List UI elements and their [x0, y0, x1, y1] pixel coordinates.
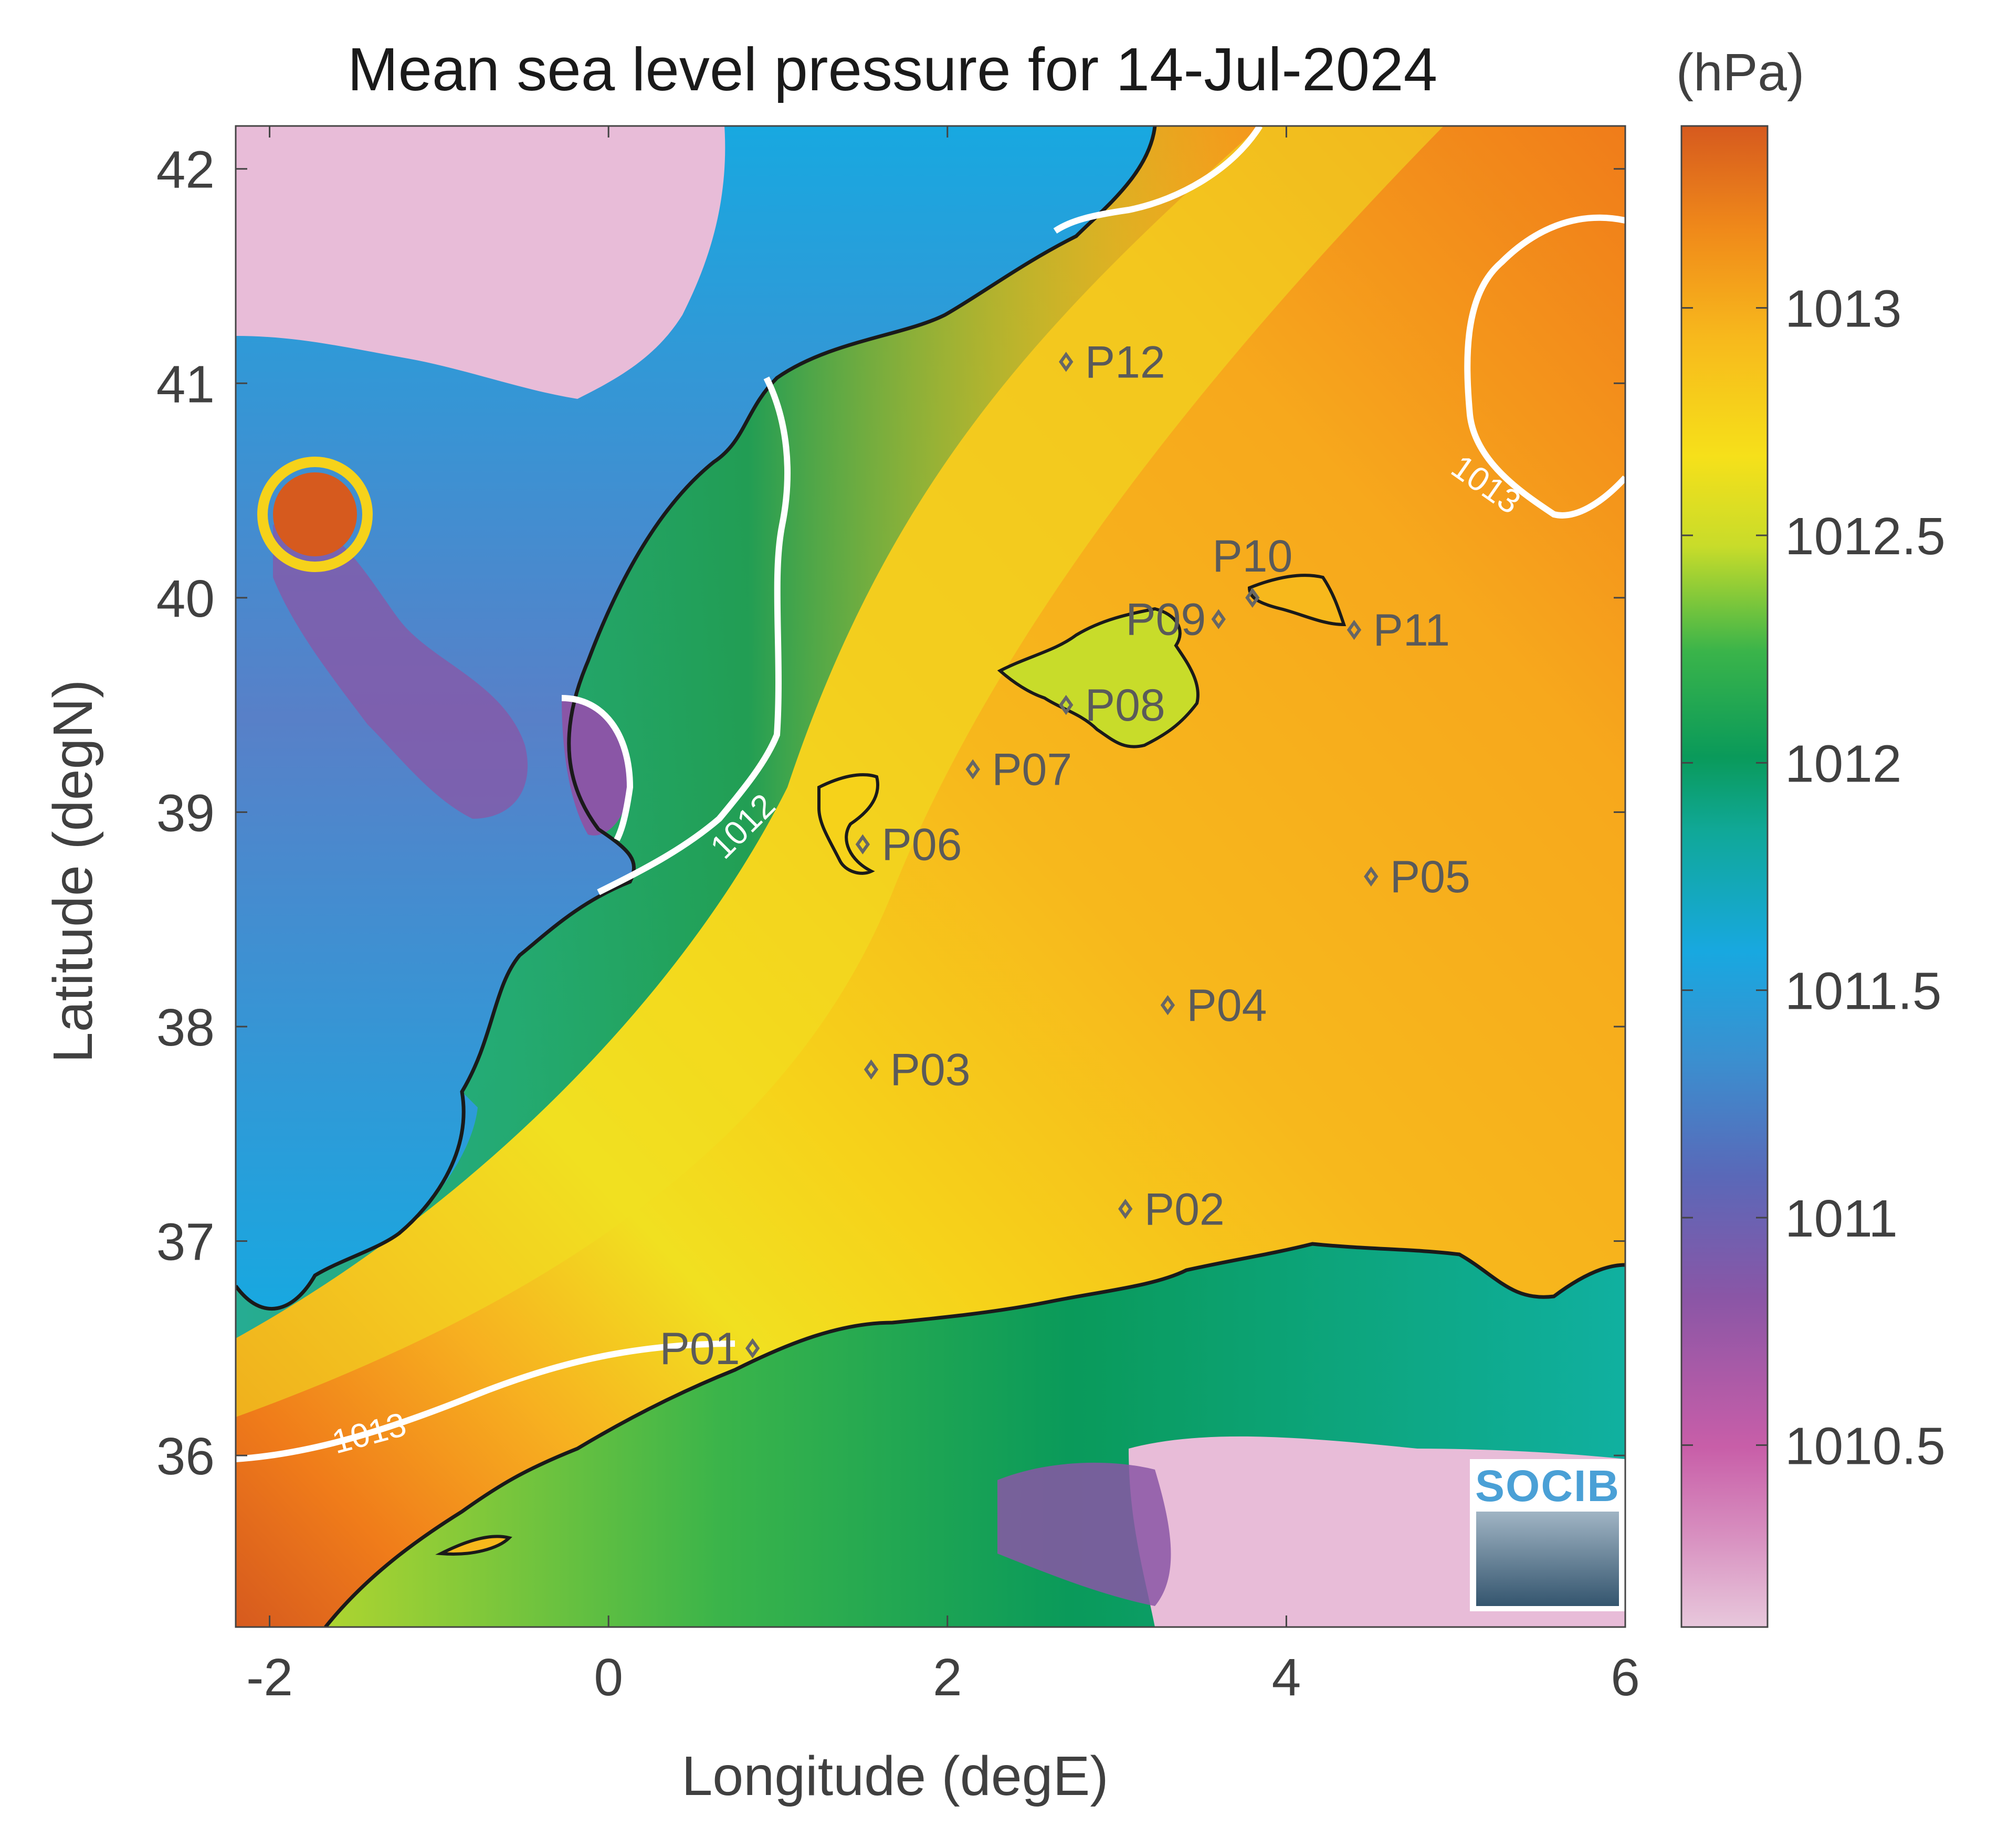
ibiza-island: [817, 773, 879, 875]
y-axis-label: Latitude (degN): [42, 680, 104, 1063]
station-label: P06: [881, 820, 962, 870]
colorbar: [1680, 125, 1769, 1628]
colorbar-tick-label: 1012.5: [1785, 507, 1945, 566]
station-label: P09: [1126, 595, 1206, 645]
station-p12: P12: [1059, 337, 1165, 387]
contour-1013-south: [236, 1340, 735, 1462]
y-tick-label: 36: [156, 1427, 215, 1486]
colorbar-tick-label: 1012: [1785, 734, 1901, 793]
station-diamond-icon: [1059, 694, 1074, 715]
station-diamond-icon: [1364, 866, 1379, 887]
station-p01: P01: [660, 1324, 760, 1374]
iberia-hotspot: [273, 472, 357, 556]
station-label: P03: [890, 1045, 971, 1095]
colorbar-tick-label: 1010.5: [1785, 1417, 1945, 1475]
station-diamond-icon: [1347, 619, 1362, 640]
station-diamond-icon: [965, 759, 980, 779]
colorbar-tick-label: 1013: [1785, 280, 1901, 339]
contour-1012: [597, 376, 791, 895]
station-label: P07: [992, 745, 1072, 795]
station-p09: P09: [1126, 595, 1226, 645]
station-p11: P11: [1347, 605, 1450, 656]
iberia-highland-pink: [236, 126, 725, 399]
map-title: Mean sea level pressure for 14-Jul-2024: [348, 35, 1437, 103]
station-diamond-icon: [1245, 587, 1260, 608]
africa-coastline: [324, 1242, 1625, 1627]
colorbar-tick-label: 1011: [1785, 1189, 1898, 1248]
x-tick-label: 2: [933, 1648, 962, 1707]
x-tick-label: 6: [1611, 1648, 1640, 1707]
station-label: P08: [1085, 680, 1165, 731]
station-p07: P07: [965, 745, 1072, 795]
iberia-land: [236, 126, 1155, 1309]
y-tick-label: 39: [156, 784, 215, 842]
iberia-purple-patches: [273, 520, 528, 819]
y-axis-ticks: 36 37 38 39 40 41 42: [156, 141, 1625, 1486]
station-p06: P06: [855, 820, 962, 870]
station-p05: P05: [1364, 852, 1470, 902]
station-p03: P03: [864, 1045, 971, 1095]
menorca-island: [1247, 574, 1347, 627]
socib-logo-text: SOCIB: [1475, 1461, 1620, 1511]
station-diamond-icon: [1160, 995, 1175, 1016]
contour-1013-north: [1053, 126, 1263, 234]
station-diamond-icon: [1118, 1199, 1133, 1219]
iberia-coastline: [236, 126, 1157, 1311]
contour-valencia: [561, 695, 634, 841]
station-p10: P10: [1212, 531, 1292, 608]
plot-frame: [235, 125, 1626, 1628]
x-axis-label: Longitude (degE): [681, 1745, 1108, 1807]
y-tick-label: 42: [156, 141, 215, 199]
alboran-island: [435, 1535, 512, 1556]
station-label: P05: [1390, 852, 1470, 902]
map-plot-area: SOCIB: [236, 126, 1625, 1627]
north-africa-purple: [997, 1462, 1171, 1606]
socib-logo: SOCIB: [1470, 1459, 1625, 1611]
x-tick-label: -2: [246, 1648, 293, 1707]
socib-logo-gradient: [1476, 1512, 1619, 1606]
station-label: P01: [660, 1324, 740, 1374]
station-diamond-icon: [1211, 609, 1226, 629]
station-p08: P08: [1059, 680, 1165, 731]
y-tick-label: 37: [156, 1213, 215, 1272]
yellow-band: [236, 126, 1444, 1417]
colorbar-ticks: 1010.5 1011 1011.5 1012 1012.5 1013: [1681, 280, 1945, 1475]
iberia-hotspot-ring: [257, 457, 373, 572]
station-label: P11: [1373, 605, 1450, 656]
station-diamond-icon: [855, 834, 870, 854]
contour-1013-east: [1464, 214, 1625, 519]
valencia-gulf-low: [562, 698, 630, 836]
station-diamond-icon: [1059, 352, 1074, 372]
station-label: P04: [1186, 980, 1267, 1031]
x-tick-label: 4: [1272, 1648, 1301, 1707]
x-axis-ticks: -2 0 2 4 6: [246, 126, 1640, 1707]
station-diamond-icon: [745, 1338, 760, 1359]
colorbar-units: (hPa): [1676, 43, 1805, 102]
x-tick-label: 0: [594, 1648, 623, 1707]
station-label: P02: [1144, 1184, 1225, 1234]
station-diamond-icon: [864, 1059, 879, 1080]
station-p02: P02: [1118, 1184, 1225, 1234]
station-label: P10: [1212, 531, 1292, 582]
station-p04: P04: [1160, 980, 1267, 1031]
y-tick-label: 40: [156, 569, 215, 628]
y-tick-label: 38: [156, 998, 215, 1057]
station-label: P12: [1085, 337, 1165, 387]
colorbar-tick-label: 1011.5: [1785, 962, 1941, 1021]
y-tick-label: 41: [156, 355, 215, 414]
